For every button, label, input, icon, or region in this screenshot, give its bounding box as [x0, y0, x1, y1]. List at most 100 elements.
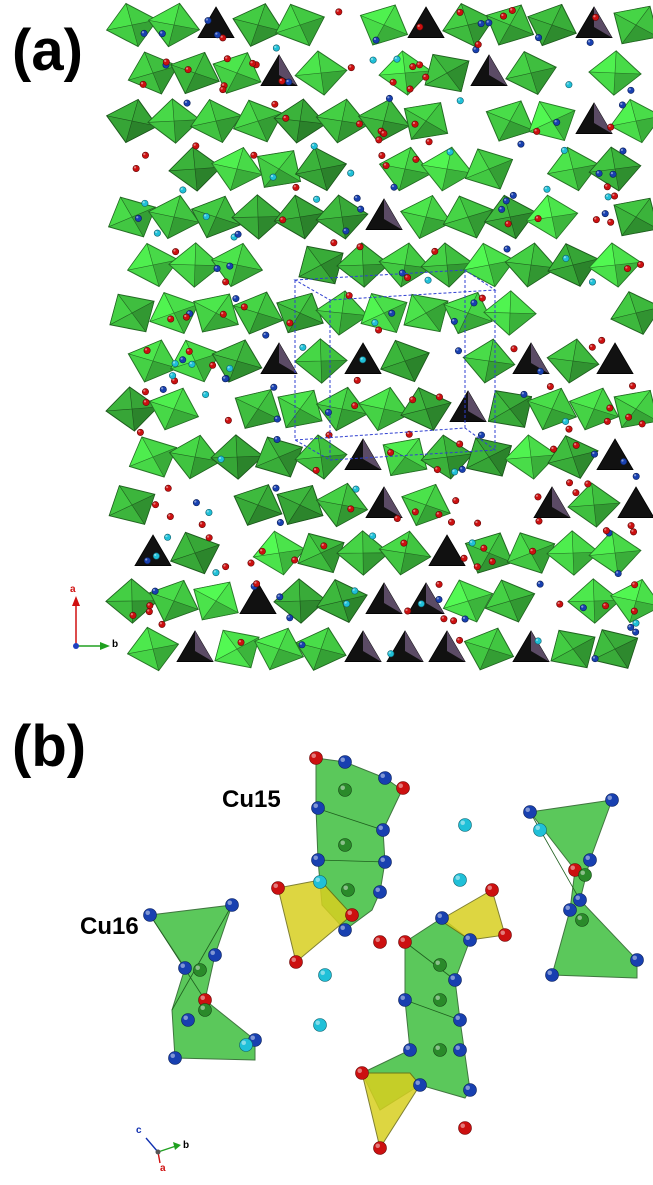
- atom-b: [533, 823, 547, 837]
- atom-a: [468, 539, 476, 547]
- atom-a: [204, 17, 212, 25]
- atom-a: [234, 230, 242, 238]
- atom-a: [351, 402, 359, 410]
- atom-a: [446, 148, 454, 156]
- atom-a: [387, 449, 395, 457]
- atom-a: [351, 587, 359, 595]
- atom-a: [630, 528, 638, 536]
- atom-b: [178, 961, 192, 975]
- atom-b: [345, 908, 359, 922]
- atom-a: [164, 484, 172, 492]
- atom-a: [152, 501, 160, 509]
- cu-atom: [198, 1003, 212, 1017]
- atom-a: [474, 519, 482, 527]
- atom-b: [453, 1013, 467, 1027]
- atom-a: [343, 600, 351, 608]
- atom-a: [562, 254, 570, 262]
- atom-a: [623, 265, 631, 273]
- atom-a: [164, 533, 172, 541]
- atom-a: [359, 356, 367, 364]
- atom-a: [477, 431, 485, 439]
- atom-a: [342, 227, 350, 235]
- atom-a: [222, 563, 230, 571]
- atom-a: [270, 383, 278, 391]
- panel-b-axis-a-label: a: [160, 1163, 166, 1174]
- tetrahedron-a: [428, 534, 466, 566]
- atom-a: [460, 554, 468, 562]
- atom-a: [320, 542, 328, 550]
- atom-a: [456, 440, 464, 448]
- atom-b: [311, 801, 325, 815]
- atom-a: [219, 310, 227, 318]
- atom-a: [372, 36, 380, 44]
- atom-a: [470, 299, 478, 307]
- atom-a: [171, 360, 179, 368]
- atom-a: [369, 532, 377, 540]
- atom-a: [504, 220, 512, 228]
- atom-a: [313, 195, 321, 203]
- atom-b: [271, 881, 285, 895]
- atom-a: [158, 620, 166, 628]
- atom-a: [592, 13, 600, 21]
- atom-a: [456, 8, 464, 16]
- atom-a: [480, 544, 488, 552]
- axis-origin: [73, 643, 79, 649]
- atom-a: [586, 38, 594, 46]
- atom-a: [237, 638, 245, 646]
- atom-a: [184, 66, 192, 74]
- atom-a: [271, 100, 279, 108]
- atom-a: [213, 265, 221, 273]
- atom-a: [276, 593, 284, 601]
- atom-a: [411, 508, 419, 516]
- atom-a: [369, 56, 377, 64]
- atom-a: [262, 331, 270, 339]
- atom-a: [272, 484, 280, 492]
- atom-a: [286, 319, 294, 327]
- atom-b: [143, 908, 157, 922]
- atom-a: [167, 315, 175, 323]
- atom-a: [375, 326, 383, 334]
- atom-a: [398, 269, 406, 277]
- atom-a: [435, 580, 443, 588]
- atom-a: [598, 336, 606, 344]
- atom-a: [162, 58, 170, 66]
- atom-a: [498, 205, 506, 213]
- atom-a: [535, 517, 543, 525]
- atom-a: [192, 499, 200, 507]
- atom-a: [485, 19, 493, 27]
- atom-a: [393, 514, 401, 522]
- atom-a: [529, 547, 537, 555]
- atom-a: [627, 86, 635, 94]
- atom-a: [232, 295, 240, 303]
- atom-a: [212, 569, 220, 577]
- atom-a: [417, 600, 425, 608]
- atom-a: [584, 480, 592, 488]
- atom-a: [347, 505, 355, 513]
- atom-a: [172, 248, 180, 256]
- atom-a: [345, 292, 353, 300]
- atom-a: [592, 216, 600, 224]
- atom-a: [353, 376, 361, 384]
- atom-a: [169, 372, 177, 380]
- atom-a: [159, 385, 167, 393]
- atom-a: [534, 493, 542, 501]
- atom-b: [318, 968, 332, 982]
- atom-a: [310, 142, 318, 150]
- atom-a: [625, 413, 633, 421]
- atom-a: [550, 445, 558, 453]
- atom-a: [143, 347, 151, 355]
- atom-a: [502, 197, 510, 205]
- atom-a: [553, 118, 561, 126]
- cu-atom: [338, 838, 352, 852]
- atom-a: [405, 430, 413, 438]
- atom-a: [425, 138, 433, 146]
- atom-a: [618, 101, 626, 109]
- atom-a: [450, 617, 458, 625]
- atom-a: [566, 479, 574, 487]
- atom-a: [291, 556, 299, 564]
- atom-a: [286, 614, 294, 622]
- atom-a: [285, 78, 293, 86]
- atom-a: [412, 155, 420, 163]
- atom-a: [375, 136, 383, 144]
